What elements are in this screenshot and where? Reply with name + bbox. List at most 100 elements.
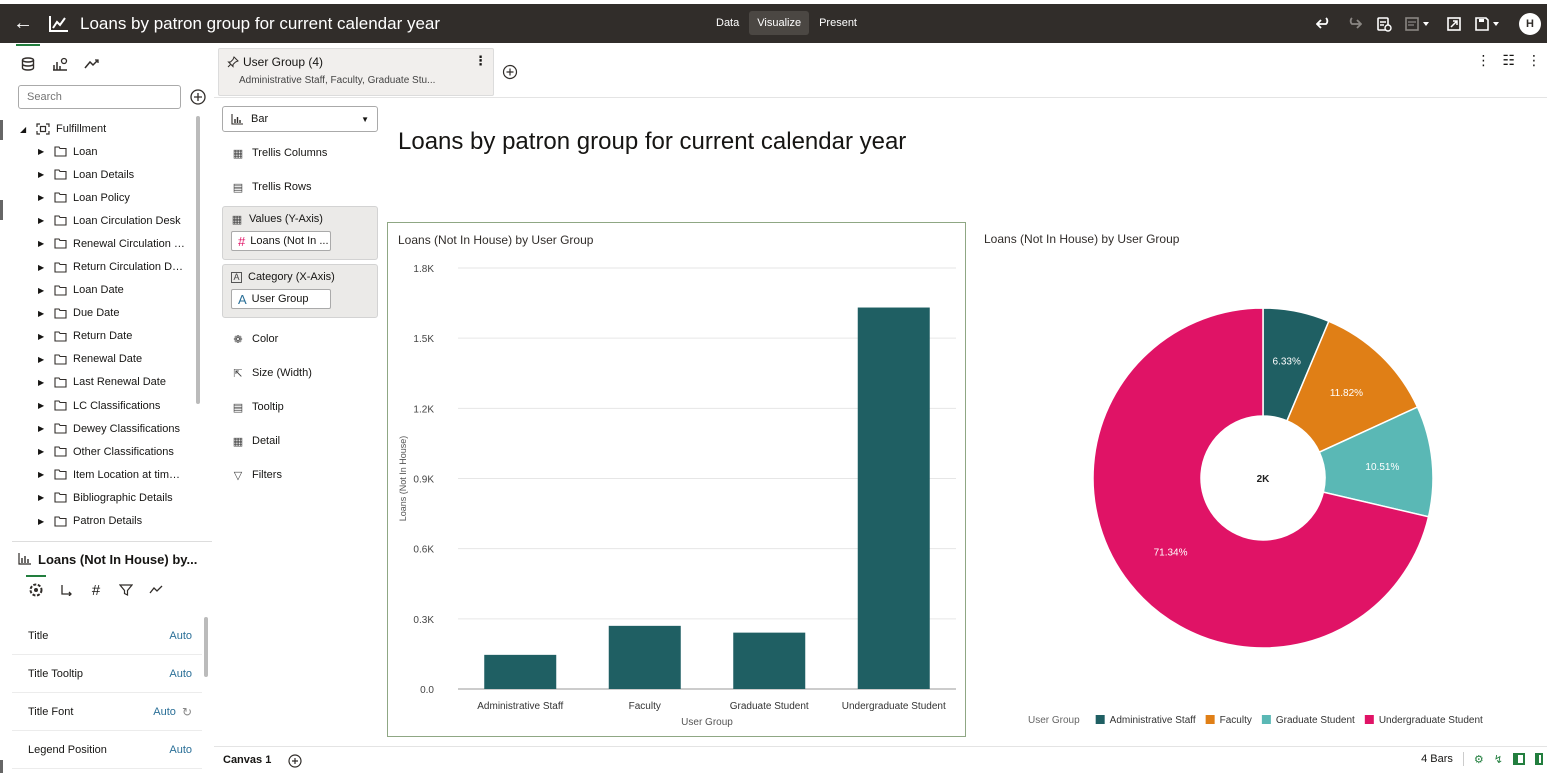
data-tab-icon[interactable] (16, 44, 40, 76)
tree-item[interactable]: ▶ Loan Circulation Desk (12, 209, 202, 232)
size-drop[interactable]: ⇱ Size (Width) (222, 356, 378, 390)
mode-present[interactable]: Present (819, 17, 857, 29)
tree-item-label: Loan Details (73, 168, 135, 181)
bar-chart-svg: 0.0 0.3K 0.6K 0.9K 1.2K 1.5K 1.8K Administrativ… (398, 264, 956, 728)
property-value[interactable]: Auto (153, 705, 176, 718)
tree-item[interactable]: ▶ Loan Date (12, 279, 202, 302)
bar-chart-visualization[interactable]: Loans (Not In House) by User Group 0.0 0.… (387, 222, 966, 737)
slice-label: 71.34% (1154, 547, 1188, 558)
data-panel-scrollbar[interactable] (196, 116, 200, 404)
property-label: Title Font (28, 705, 74, 718)
collapsed-triangle-icon: ▶ (38, 239, 45, 249)
canvas-settings-icon[interactable]: ☷ (1502, 52, 1515, 68)
tree-root-label: Fulfillment (56, 123, 107, 135)
analytics-icon[interactable] (148, 581, 164, 599)
filter-bar: User Group (4) Administrative Staff, Fac… (214, 44, 1547, 98)
legend-item[interactable]: Undergraduate Student (1379, 715, 1483, 726)
mode-visualize[interactable]: Visualize (749, 11, 810, 35)
tree-item[interactable]: ▶ Return Date (12, 325, 202, 348)
notes-menu-icon[interactable] (1399, 10, 1439, 38)
grammar-panel-toggle-icon[interactable] (1513, 753, 1525, 765)
legend-swatch (1261, 715, 1271, 724)
category-x-axis-section[interactable]: A Category (X-Axis) A User Group (222, 264, 378, 318)
legend-swatch (1364, 715, 1374, 724)
preview-icon[interactable] (1439, 10, 1469, 38)
add-data-icon[interactable] (188, 87, 208, 107)
collapsed-triangle-icon: ▶ (38, 308, 45, 318)
auto-apply-icon[interactable]: ⚙ (1473, 753, 1484, 766)
properties-scrollbar[interactable] (204, 617, 208, 677)
general-settings-icon[interactable] (26, 575, 46, 599)
values-chip[interactable]: # Loans (Not In ... (231, 231, 331, 251)
bar[interactable] (857, 307, 930, 689)
search-input[interactable] (18, 85, 181, 109)
filter-bar-menu-icon[interactable]: ⋮ (1476, 52, 1491, 68)
filter-menu-icon[interactable]: ⋮ (474, 53, 487, 68)
tree-item[interactable]: ▶ Item Location at tim… (12, 463, 202, 486)
number-format-icon[interactable]: # (91, 581, 101, 599)
trellis-columns-drop[interactable]: ▦ Trellis Columns (222, 136, 378, 170)
tooltip-drop[interactable]: ▤ Tooltip (222, 390, 378, 424)
tree-root-fulfillment[interactable]: ◢ Fulfillment (12, 118, 202, 140)
tree-item[interactable]: ▶ Loan Details (12, 163, 202, 186)
bar[interactable] (484, 654, 557, 689)
undo-icon[interactable] (1309, 10, 1339, 38)
property-value[interactable]: Auto (169, 667, 192, 680)
values-y-axis-section[interactable]: ▦ Values (Y-Axis) # Loans (Not In ... (222, 206, 378, 260)
visualizations-tab-icon[interactable] (48, 52, 72, 76)
folder-icon (54, 515, 67, 527)
pie-chart-visualization[interactable]: Loans (Not In House) by User Group 6.33%… (978, 222, 1538, 737)
pie-chart-svg: 6.33% 11.82% 10.51% 71.34% 2K User Group Admin… (1028, 307, 1483, 726)
property-value[interactable]: Auto (169, 743, 192, 756)
tree-item[interactable]: ▶ Renewal Date (12, 348, 202, 371)
slice-label: 6.33% (1273, 356, 1301, 367)
tree-item[interactable]: ▶ Dewey Classifications (12, 417, 202, 440)
filters-drop[interactable]: ▽ Filters (222, 458, 378, 492)
axis-icon[interactable] (58, 581, 74, 599)
reset-icon[interactable]: ↻ (181, 704, 192, 719)
bar[interactable] (733, 632, 806, 689)
user-avatar[interactable]: H (1519, 12, 1541, 35)
legend-swatch (1205, 715, 1215, 724)
tree-item[interactable]: ▶ LC Classifications (12, 394, 202, 417)
viz-type-dropdown[interactable]: Bar ▼ (222, 106, 378, 132)
tree-item[interactable]: ▶ Patron Details (12, 510, 202, 533)
property-value[interactable]: Auto (169, 629, 192, 642)
expanded-triangle-icon: ◢ (20, 124, 27, 134)
save-menu-icon[interactable] (1469, 10, 1509, 38)
properties-list: Title Auto Title Tooltip Auto Title Font… (12, 617, 202, 769)
tree-item[interactable]: ▶ Loan Policy (12, 186, 202, 209)
legend-item[interactable]: Faculty (1220, 715, 1252, 726)
color-drop[interactable]: ❁ Color (222, 322, 378, 356)
lightning-icon[interactable]: ↯ (1493, 753, 1503, 766)
refresh-data-icon[interactable] (1369, 10, 1399, 38)
bar[interactable] (608, 625, 681, 689)
filter-pill-user-group[interactable]: User Group (4) Administrative Staff, Fac… (218, 48, 494, 96)
filter-icon[interactable] (118, 581, 134, 599)
back-arrow-icon[interactable]: ← (13, 12, 33, 34)
property-row-title-font: Title Font Auto ↻ (12, 693, 202, 731)
tree-item[interactable]: ▶ Due Date (12, 302, 202, 325)
y-tick-label: 0.3K (413, 615, 434, 626)
tree-item[interactable]: ▶ Return Circulation D… (12, 255, 202, 278)
tree-item[interactable]: ▶ Other Classifications (12, 440, 202, 463)
category-chip[interactable]: A User Group (231, 289, 331, 309)
legend-item[interactable]: Graduate Student (1276, 715, 1355, 726)
canvas-menu-icon[interactable]: ⋮ (1527, 52, 1541, 68)
tree-item[interactable]: ▶ Last Renewal Date (12, 371, 202, 394)
canvas-tab[interactable]: Canvas 1 (223, 754, 272, 766)
tree-item[interactable]: ▶ Bibliographic Details (12, 486, 202, 509)
pin-icon[interactable] (227, 56, 239, 68)
detail-drop[interactable]: ▦ Detail (222, 424, 378, 458)
analytics-tab-icon[interactable] (80, 52, 104, 76)
redo-icon[interactable] (1339, 10, 1369, 38)
legend-item[interactable]: Administrative Staff (1110, 715, 1196, 726)
add-filter-icon[interactable] (501, 63, 519, 81)
pie-slice[interactable] (1092, 307, 1430, 649)
trellis-rows-drop[interactable]: ▤ Trellis Rows (222, 170, 378, 204)
tree-item[interactable]: ▶ Loan (12, 140, 202, 163)
add-canvas-icon[interactable] (287, 753, 303, 769)
tree-item[interactable]: ▶ Renewal Circulation … (12, 232, 202, 255)
data-panel-toggle-icon[interactable] (1535, 753, 1543, 765)
mode-data[interactable]: Data (716, 17, 740, 29)
